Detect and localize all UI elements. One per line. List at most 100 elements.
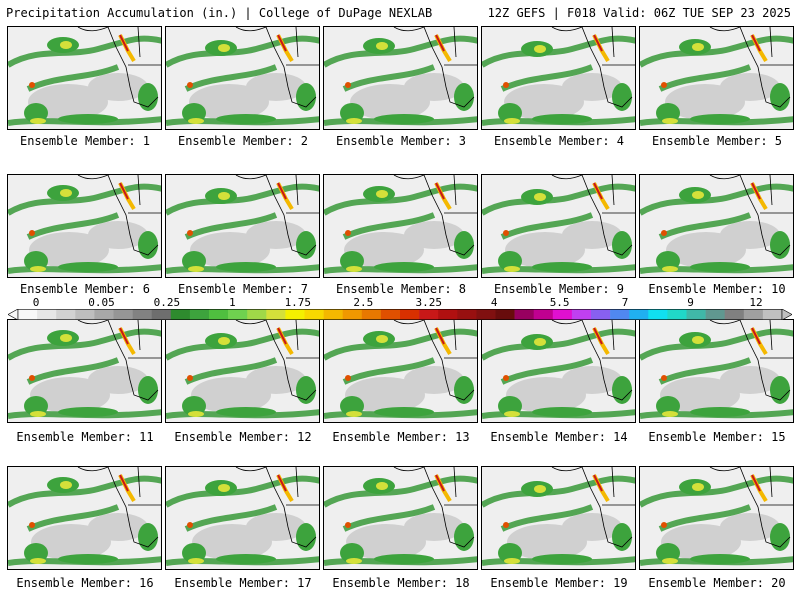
colorbar-tick-label: 0 (32, 296, 40, 309)
ensemble-member-map (639, 319, 794, 423)
colorbar-swatch (342, 309, 363, 320)
colorbar-swatch (361, 309, 382, 320)
colorbar-swatch (495, 309, 515, 320)
page-title: Precipitation Accumulation (in.) | Colle… (6, 6, 433, 20)
colorbar-swatch (610, 309, 630, 320)
colorbar-swatch (686, 309, 706, 320)
color-scale-bar: 0 0.05 0.25 1 1.75 2.5 3.25 4 5.5 7 9 12 (8, 296, 792, 320)
colorbar-swatch (629, 309, 649, 320)
colorbar-swatch (189, 309, 210, 320)
colorbar-swatch (533, 309, 554, 320)
ensemble-member-map (165, 466, 320, 570)
ensemble-member-map (481, 319, 636, 423)
colorbar-swatch (762, 309, 783, 320)
colorbar-swatch (419, 309, 439, 320)
colorbar-swatch (94, 309, 114, 320)
colorbar-right-arrow (781, 309, 792, 320)
colorbar-swatch (113, 309, 133, 320)
ensemble-member-map (639, 26, 794, 130)
precipitation-map-image (640, 27, 793, 129)
precipitation-map-image (482, 320, 635, 422)
precipitation-map-image (640, 467, 793, 569)
precipitation-map-image (166, 320, 319, 422)
ensemble-member-label: Ensemble Member: 14 (490, 430, 628, 444)
colorbar-swatch (151, 309, 172, 320)
colorbar-swatch (667, 309, 687, 320)
colorbar-left-arrow (8, 309, 19, 320)
ensemble-member-label: Ensemble Member: 3 (335, 134, 467, 148)
ensemble-member-label: Ensemble Member: 11 (16, 430, 154, 444)
colorbar-swatch (380, 309, 401, 320)
ensemble-member-label: Ensemble Member: 1 (19, 134, 151, 148)
colorbar-swatch (266, 309, 286, 320)
colorbar-tick-label: 1 (229, 296, 236, 309)
colorbar-swatch (457, 309, 477, 320)
precipitation-map-image (8, 27, 161, 129)
ensemble-member-label: Ensemble Member: 9 (493, 282, 625, 296)
precipitation-map-image (324, 320, 477, 422)
ensemble-member-map (481, 174, 636, 278)
ensemble-member-label: Ensemble Member: 17 (174, 576, 312, 590)
precipitation-map-image (166, 175, 319, 277)
colorbar-tick-label: 0.25 (153, 296, 181, 309)
precipitation-map-image (640, 320, 793, 422)
colorbar-swatch (705, 309, 725, 320)
colorbar-swatch (438, 309, 458, 320)
colorbar-swatch (228, 309, 248, 320)
colorbar-swatch (75, 309, 95, 320)
colorbar-tick-label: 5.5 (549, 296, 570, 309)
ensemble-member-map (7, 319, 162, 423)
ensemble-member-label: Ensemble Member: 18 (332, 576, 470, 590)
ensemble-member-label: Ensemble Member: 12 (174, 430, 312, 444)
ensemble-member-label: Ensemble Member: 5 (651, 134, 783, 148)
colorbar-swatch (247, 309, 267, 320)
ensemble-member-label: Ensemble Member: 13 (332, 430, 470, 444)
precipitation-map-image (166, 27, 319, 129)
ensemble-member-label: Ensemble Member: 20 (648, 576, 786, 590)
colorbar-swatch (400, 309, 420, 320)
ensemble-member-map (323, 466, 478, 570)
ensemble-member-label: Ensemble Member: 16 (16, 576, 154, 590)
ensemble-member-map (323, 26, 478, 130)
ensemble-member-label: Ensemble Member: 2 (177, 134, 309, 148)
colorbar-swatch (170, 309, 191, 320)
colorbar-swatch (37, 309, 57, 320)
ensemble-member-map (165, 319, 320, 423)
precipitation-map-image (324, 467, 477, 569)
colorbar-tick-label: 4 (490, 296, 498, 309)
ensemble-member-map (7, 26, 162, 130)
ensemble-member-map (481, 466, 636, 570)
colorbar-swatch (591, 309, 611, 320)
colorbar-swatch (514, 309, 534, 320)
ensemble-member-label: Ensemble Member: 19 (490, 576, 628, 590)
colorbar-swatch (552, 309, 573, 320)
precipitation-map-image (482, 27, 635, 129)
ensemble-member-label: Ensemble Member: 8 (335, 282, 467, 296)
colorbar-tick-label: 12 (749, 296, 763, 309)
colorbar-tick-label: 9 (687, 296, 694, 309)
colorbar-swatch (209, 309, 229, 320)
colorbar-swatch (323, 309, 343, 320)
colorbar-swatch (724, 309, 745, 320)
ensemble-member-label: Ensemble Member: 15 (648, 430, 786, 444)
colorbar-swatch (285, 309, 305, 320)
model-run-info: 12Z GEFS | F018 Valid: 06Z TUE SEP 23 20… (487, 6, 791, 20)
precipitation-map-image (324, 175, 477, 277)
precipitation-map-image (640, 175, 793, 277)
colorbar-tick-label: 7 (621, 296, 629, 309)
colorbar-tick-label: 2.5 (353, 296, 374, 309)
colorbar-swatch (571, 309, 592, 320)
ensemble-member-label: Ensemble Member: 10 (648, 282, 786, 296)
ensemble-member-label: Ensemble Member: 7 (177, 282, 309, 296)
colorbar-swatch (304, 309, 324, 320)
precipitation-map-image (482, 175, 635, 277)
colorbar-swatch (743, 309, 764, 320)
ensemble-member-label: Ensemble Member: 4 (493, 134, 625, 148)
ensemble-member-map (323, 174, 478, 278)
ensemble-member-map (165, 174, 320, 278)
ensemble-member-label: Ensemble Member: 6 (19, 282, 151, 296)
colorbar-swatch (18, 309, 38, 320)
colorbar-tick-label: 1.75 (284, 296, 312, 309)
precipitation-map-image (166, 467, 319, 569)
colorbar-swatch (648, 309, 668, 320)
